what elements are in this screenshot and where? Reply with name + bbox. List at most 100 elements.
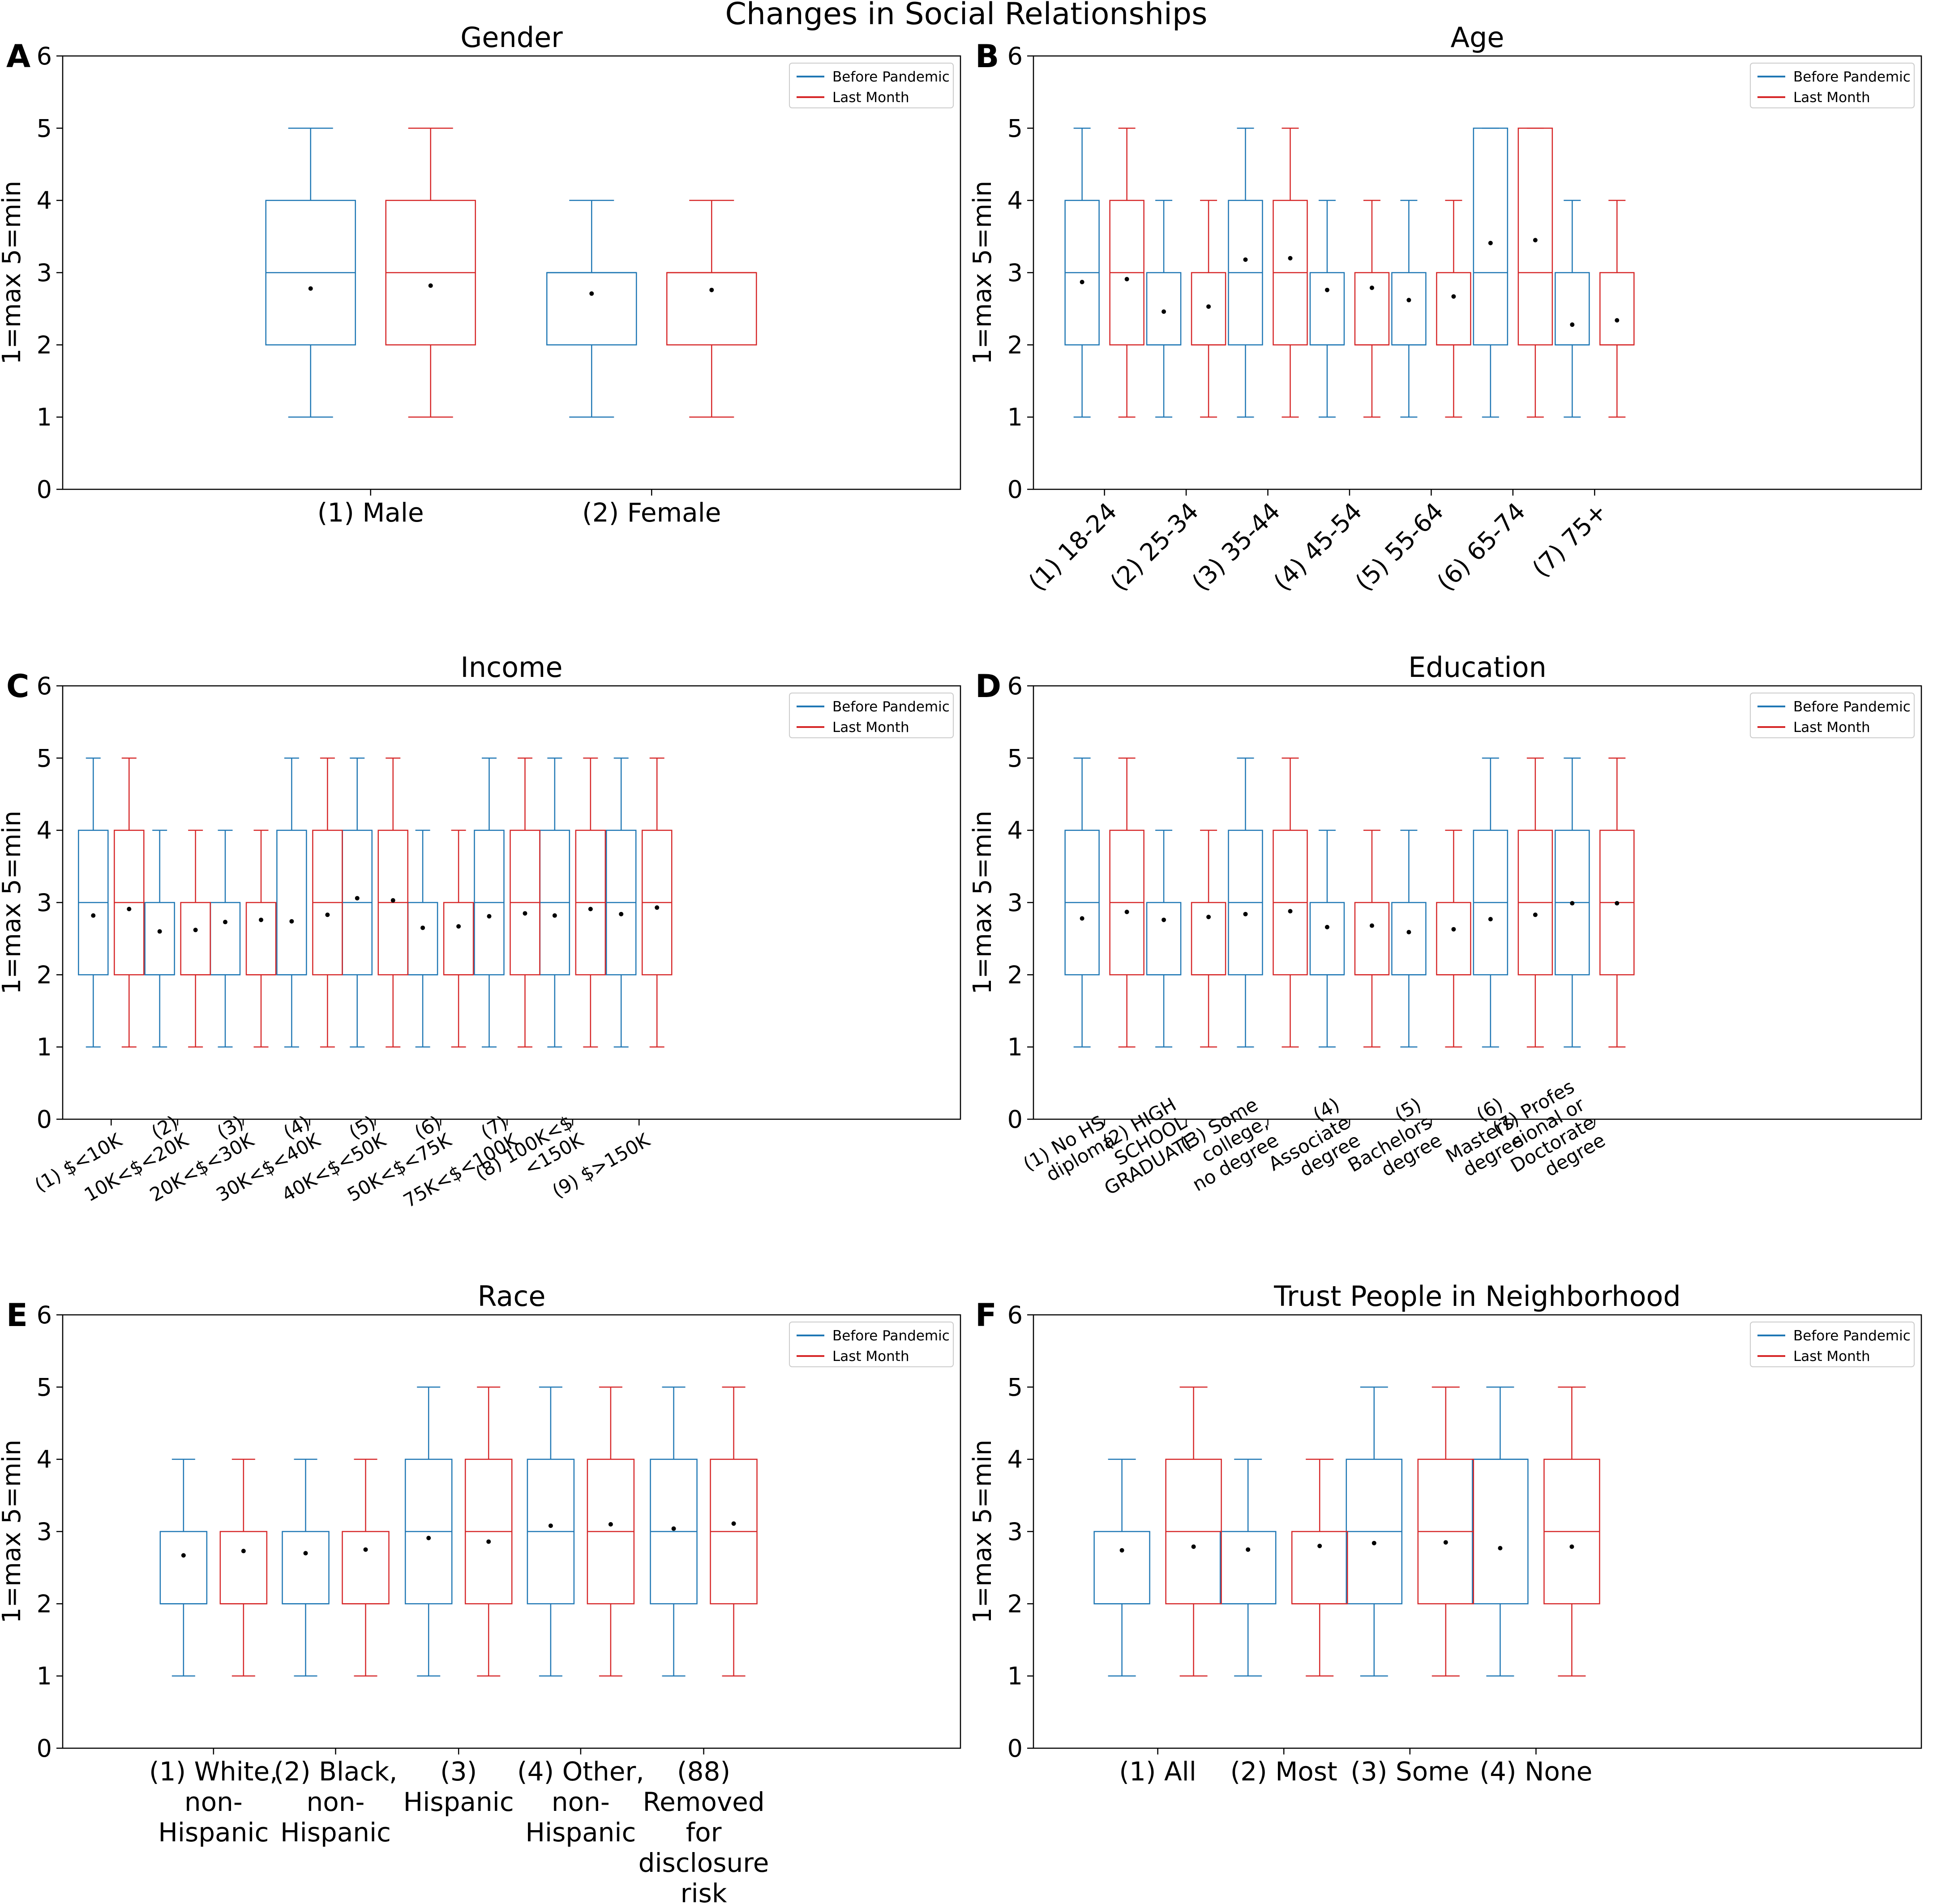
x-tick-label-line: Hispanic (403, 1787, 514, 1817)
legend-label-last: Last Month (832, 719, 909, 736)
y-tick-label: 1 (37, 1033, 52, 1061)
y-tick-label: 2 (1007, 961, 1023, 989)
mean-marker (363, 1547, 368, 1552)
mean-marker (1288, 909, 1293, 914)
mean-marker (259, 917, 264, 922)
box-last-month (1354, 830, 1390, 1048)
box-before-pandemic (404, 1386, 453, 1677)
box-before-pandemic (605, 757, 637, 1048)
y-tick-label: 1 (37, 403, 52, 432)
x-tick-label-line: (1) Male (317, 497, 424, 528)
mean-marker (1488, 917, 1493, 922)
box-last-month (1599, 757, 1635, 1048)
mean-marker (355, 896, 360, 901)
legend: Before Pandemic Last Month (1750, 693, 1915, 738)
mean-marker (548, 1523, 553, 1528)
y-tick-label: 1 (1007, 1662, 1023, 1690)
mean-marker (428, 283, 433, 288)
y-tick-label: 0 (37, 1105, 52, 1134)
mean-marker (1324, 287, 1329, 292)
panel-title: Income (460, 651, 562, 684)
legend-frame (789, 63, 954, 108)
x-tick-label-line: non- (307, 1787, 365, 1817)
y-tick-label: 5 (1007, 744, 1023, 772)
y-axis-label: 1=max 5=min (0, 811, 26, 995)
mean-marker (1615, 901, 1620, 906)
box-before-pandemic (1391, 200, 1427, 418)
x-tick-label: (1) Male (317, 497, 424, 528)
mean-marker (709, 287, 714, 292)
legend-label-last: Last Month (832, 1348, 909, 1365)
mean-marker (552, 913, 557, 918)
legend-label-before: Before Pandemic (832, 1328, 950, 1344)
mean-marker (308, 286, 313, 291)
box-last-month (587, 1386, 635, 1677)
box-before-pandemic (1228, 128, 1263, 418)
x-tick-label-line: for (686, 1817, 722, 1848)
legend-frame (789, 693, 954, 738)
legend-label-before: Before Pandemic (832, 699, 950, 715)
mean-marker (1533, 912, 1538, 917)
mean-marker (1369, 923, 1374, 928)
box-last-month (1599, 200, 1635, 418)
box-last-month (312, 757, 343, 1048)
x-tick-label: (3) Some (1350, 1756, 1469, 1787)
x-tick-label: (1) White, non-Hispanic (149, 1756, 278, 1848)
x-tick-label: (2) Black, non-Hispanic (274, 1756, 398, 1848)
box-last-month (219, 1459, 268, 1677)
mean-marker (1451, 294, 1456, 299)
mean-marker (1191, 1544, 1196, 1549)
mean-marker (1288, 256, 1293, 261)
y-tick-label: 4 (37, 1446, 52, 1474)
legend-frame (1750, 1322, 1915, 1367)
box-last-month (666, 200, 757, 418)
figure-title: Changes in Social Relationships (725, 0, 1207, 32)
box-before-pandemic (1309, 830, 1345, 1048)
mean-marker (1570, 901, 1575, 906)
box-before-pandemic (1146, 830, 1182, 1048)
legend: Before Pandemic Last Month (789, 1322, 954, 1367)
y-tick-label: 0 (37, 1734, 52, 1763)
y-tick-label: 5 (1007, 1373, 1023, 1401)
mean-marker (456, 924, 461, 929)
box-before-pandemic (1064, 757, 1100, 1048)
box-last-month (1436, 200, 1471, 418)
legend-label-last: Last Month (1793, 1348, 1870, 1365)
mean-marker (289, 919, 294, 924)
legend-label-before: Before Pandemic (1793, 699, 1911, 715)
box-last-month (1291, 1459, 1348, 1677)
box-before-pandemic (276, 757, 307, 1048)
x-tick-label-line: (4) Other, (517, 1756, 644, 1787)
y-tick-label: 3 (37, 259, 52, 287)
box-last-month (1191, 830, 1226, 1048)
y-tick-label: 4 (37, 187, 52, 215)
panel-a: A Gender 0 1 2 3 4 5 6 1=max 5=min (1) Male (2) Fem… (0, 21, 961, 528)
panel-title: Race (478, 1280, 546, 1313)
y-tick-label: 3 (37, 1518, 52, 1546)
y-tick-label: 0 (37, 475, 52, 504)
x-tick-label-line: (2) Black, (274, 1756, 398, 1787)
mean-marker (1406, 930, 1411, 935)
mean-marker (241, 1549, 246, 1553)
box-before-pandemic (78, 757, 109, 1048)
legend: Before Pandemic Last Month (1750, 1322, 1915, 1367)
mean-marker (486, 1539, 491, 1544)
box-before-pandemic (1555, 200, 1590, 418)
y-tick-label: 4 (1007, 817, 1023, 845)
legend-frame (789, 1322, 954, 1367)
mean-marker (1162, 917, 1166, 922)
x-tick-label: (2) Most (1230, 1756, 1337, 1787)
y-tick-label: 6 (37, 1301, 52, 1329)
box-last-month (1273, 128, 1308, 418)
mean-marker (303, 1551, 308, 1556)
x-tick-label-line: (1) All (1119, 1756, 1196, 1787)
mean-marker (426, 1536, 431, 1540)
y-tick-label: 5 (37, 114, 52, 142)
box-last-month (114, 757, 145, 1048)
legend-label-last: Last Month (832, 90, 909, 106)
mean-marker (390, 898, 395, 903)
mean-marker (1324, 924, 1329, 929)
x-tick-label-line: non- (552, 1787, 610, 1817)
